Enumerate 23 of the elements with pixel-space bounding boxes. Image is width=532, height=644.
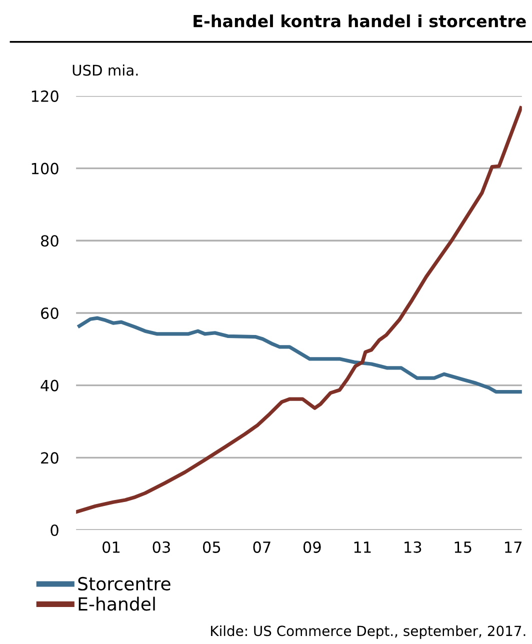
x-tick-label: 11: [354, 542, 371, 553]
line-series: [78, 316, 522, 394]
x-tick-label: 17: [505, 542, 522, 553]
x-tick-label: 05: [202, 541, 220, 553]
y-axis-title: USD mia.: [72, 64, 138, 76]
x-tick-label: 09: [303, 541, 321, 553]
y-tick-label: 0: [50, 524, 58, 536]
y-tick-label: 120: [32, 90, 58, 102]
y-tick-label: 20: [41, 452, 58, 464]
text: Kilde: US Commerce Dept., september, 2017.: [211, 625, 526, 639]
y-tick-label: 100: [32, 162, 58, 174]
x-tick-label: 01: [102, 541, 120, 553]
line-series: [76, 106, 522, 514]
x-tick-label: 13: [404, 541, 422, 553]
chart-title: E-handel kontra handel i storcentre: [194, 14, 526, 28]
x-tick-label: 03: [152, 541, 170, 553]
x-tick-label: 07: [253, 541, 270, 553]
legend-label: Storcentre: [78, 576, 170, 591]
x-tick-label: 15: [454, 542, 472, 553]
y-tick-label: 60: [41, 307, 58, 320]
y-tick-label: 40: [40, 380, 58, 392]
y-tick-label: 80: [41, 235, 58, 247]
legend-label: E-handel: [78, 596, 155, 611]
